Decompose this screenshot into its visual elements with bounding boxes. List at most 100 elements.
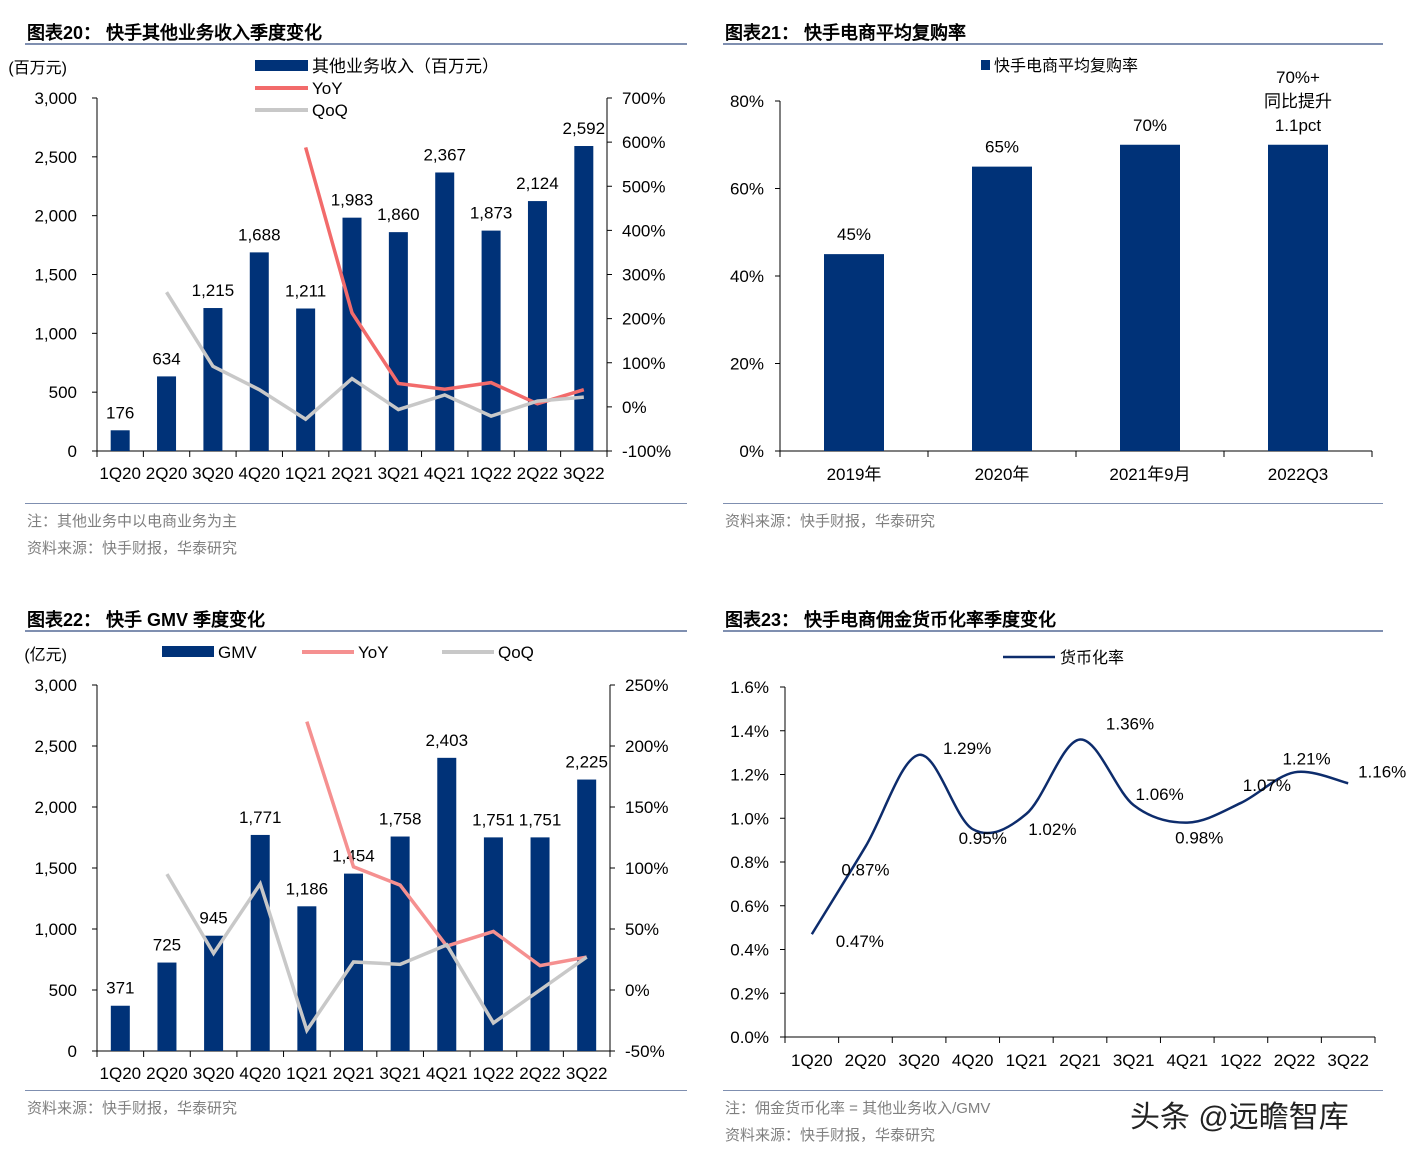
x-tick-label: 1Q22 xyxy=(470,464,512,483)
x-tick-label: 2Q20 xyxy=(146,1064,188,1083)
legend-label: YoY xyxy=(358,643,389,662)
bar xyxy=(250,834,270,1051)
data-label: 0.87% xyxy=(841,861,889,880)
bar xyxy=(437,757,457,1051)
y2-tick-label: -100% xyxy=(622,442,671,461)
legend-swatch xyxy=(162,646,214,657)
chart20-title: 图表20： 快手其他业务收入季度变化 xyxy=(27,23,323,43)
bar-label: 945 xyxy=(199,909,227,928)
y-tick-label: 80% xyxy=(730,92,764,111)
data-label: 1.02% xyxy=(1028,820,1076,839)
bar-label: 同比提升 xyxy=(1264,92,1332,111)
bar-label: 2,367 xyxy=(423,145,466,164)
bar xyxy=(577,779,597,1051)
x-tick-label: 1Q20 xyxy=(791,1051,833,1070)
y-tick-label: 1,500 xyxy=(34,266,77,285)
bar xyxy=(110,1005,130,1051)
bar xyxy=(157,962,177,1051)
chart20-source: 资料来源：快手财报，华泰研究 xyxy=(27,540,238,557)
bar-label: 1,860 xyxy=(377,205,420,224)
x-tick-label: 2Q21 xyxy=(333,1064,375,1083)
y-tick-label: 2,000 xyxy=(34,207,77,226)
data-label: 0.98% xyxy=(1175,829,1223,848)
bar-label: 2,124 xyxy=(516,174,559,193)
bar xyxy=(249,252,269,451)
y-tick-label: 1,000 xyxy=(34,920,77,939)
x-tick-label: 2Q22 xyxy=(1274,1051,1316,1070)
bar-label: 1,211 xyxy=(285,282,326,301)
x-tick-label: 3Q21 xyxy=(1113,1051,1155,1070)
unit-label: (百万元) xyxy=(8,60,67,77)
y-tick-label: 40% xyxy=(730,267,764,286)
divider xyxy=(723,630,1383,632)
divider xyxy=(723,43,1383,45)
x-tick-label: 1Q22 xyxy=(473,1064,515,1083)
x-tick-label: 1Q20 xyxy=(99,464,141,483)
y-tick-label: 1.0% xyxy=(730,809,769,828)
y2-tick-label: 200% xyxy=(622,310,665,329)
bar-label: 2,403 xyxy=(425,731,468,750)
bar-label: 1,454 xyxy=(332,847,375,866)
x-tick-label: 2Q20 xyxy=(845,1051,887,1070)
bar xyxy=(574,146,594,451)
bar-label: 1,751 xyxy=(519,810,562,829)
x-tick-label: 3Q21 xyxy=(378,464,420,483)
legend-label: GMV xyxy=(218,643,257,662)
bar xyxy=(1268,144,1328,451)
bar xyxy=(435,172,455,451)
x-tick-label: 2020年 xyxy=(975,465,1030,484)
divider xyxy=(25,503,687,504)
y-tick-label: 1.6% xyxy=(730,678,769,697)
x-tick-label: 4Q21 xyxy=(426,1064,468,1083)
chart23-source: 资料来源：快手财报，华泰研究 xyxy=(725,1127,936,1144)
bar xyxy=(972,166,1032,451)
bar-label: 1,688 xyxy=(238,225,281,244)
y2-tick-label: 300% xyxy=(622,266,665,285)
bar-label: 1,758 xyxy=(379,810,422,829)
x-tick-label: 4Q20 xyxy=(238,464,280,483)
y2-tick-label: 200% xyxy=(625,737,668,756)
y-tick-label: 20% xyxy=(730,355,764,374)
y-tick-label: 1.2% xyxy=(730,766,769,785)
divider xyxy=(723,1090,1383,1091)
divider xyxy=(723,503,1383,504)
legend-swatch xyxy=(255,60,308,71)
x-tick-label: 2Q22 xyxy=(519,1064,561,1083)
bar-label: 1,751 xyxy=(472,810,515,829)
y-tick-label: 500 xyxy=(49,981,77,1000)
data-label: 1.06% xyxy=(1136,785,1184,804)
x-tick-label: 2Q21 xyxy=(331,464,373,483)
divider xyxy=(25,630,687,632)
y-tick-label: 0% xyxy=(739,442,764,461)
y2-tick-label: 700% xyxy=(622,89,665,108)
x-tick-label: 4Q21 xyxy=(424,464,466,483)
bar-label: 70%+ xyxy=(1276,68,1320,87)
y2-tick-label: 500% xyxy=(622,177,665,196)
y-tick-label: 0.0% xyxy=(730,1028,769,1047)
data-label: 0.47% xyxy=(836,932,884,951)
y2-tick-label: 250% xyxy=(625,676,668,695)
bar xyxy=(483,837,503,1051)
bar xyxy=(157,376,177,451)
chart23-note: 注：佣金货币化率 = 其他业务收入/GMV xyxy=(725,1100,991,1117)
bar-label: 725 xyxy=(153,936,181,955)
y-tick-label: 0.6% xyxy=(730,897,769,916)
x-tick-label: 1Q21 xyxy=(285,464,327,483)
y-tick-label: 0 xyxy=(68,1042,77,1061)
unit-label: (亿元) xyxy=(24,646,67,664)
series-line xyxy=(810,738,1349,935)
y-tick-label: 1,000 xyxy=(34,324,77,343)
bar-label: 371 xyxy=(106,979,134,998)
data-label: 1.29% xyxy=(943,739,991,758)
bar-label: 1,873 xyxy=(470,204,513,223)
legend-label: QoQ xyxy=(312,101,348,120)
legend-label: YoY xyxy=(312,79,343,98)
data-label: 1.36% xyxy=(1106,715,1154,734)
y-tick-label: 3,000 xyxy=(34,89,77,108)
bar-label: 176 xyxy=(106,403,134,422)
x-tick-label: 3Q22 xyxy=(566,1064,608,1083)
bar-label: 65% xyxy=(985,138,1019,157)
bar-label: 634 xyxy=(152,349,180,368)
legend-label: 其他业务收入（百万元） xyxy=(312,57,499,76)
